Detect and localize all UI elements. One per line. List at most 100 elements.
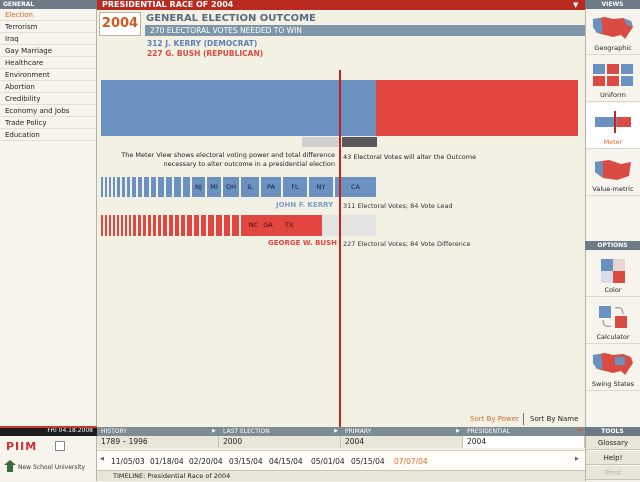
timeline-tab-history[interactable]: HISTORY ▶ [97, 427, 219, 436]
sidebar-item-education[interactable]: Education [0, 129, 96, 141]
sidebar-item-iraq[interactable]: Iraq [0, 33, 96, 45]
state-block-nc[interactable]: NC [247, 215, 260, 236]
timeline-tab-last-election[interactable]: LAST ELECTION ▶ [219, 427, 341, 436]
state-block[interactable] [148, 215, 151, 236]
sidebar-item-healthcare[interactable]: Healthcare [0, 57, 96, 69]
state-block[interactable] [144, 177, 149, 197]
sidebar-item-terrorism[interactable]: Terrorism [0, 21, 96, 33]
state-block[interactable] [163, 215, 167, 236]
sidebar-item-economy[interactable]: Economy and Jobs [0, 105, 96, 117]
sidebar-item-credibility[interactable]: Credibility [0, 93, 96, 105]
state-block-ca[interactable]: CA [335, 177, 376, 197]
state-block[interactable] [101, 215, 103, 236]
state-block[interactable] [122, 177, 125, 197]
print-button[interactable]: Print [586, 466, 640, 480]
state-block-oh[interactable]: OH [223, 177, 239, 197]
timeline-value-presidential[interactable]: 2004 [463, 436, 585, 448]
state-block[interactable] [174, 177, 181, 197]
timeline-date[interactable]: 03/15/04 [229, 457, 263, 466]
state-block[interactable] [224, 215, 230, 236]
state-block[interactable] [158, 177, 164, 197]
sidebar-item-election[interactable]: Election [0, 9, 96, 21]
timeline-date[interactable]: 05/15/04 [351, 457, 385, 466]
timeline-tab-label: PRESIDENTIAL [467, 428, 510, 435]
piim-checkbox[interactable] [55, 441, 65, 451]
sort-by-name-link[interactable]: Sort By Name [530, 415, 579, 423]
option-color-button[interactable]: Color [586, 251, 640, 297]
state-block[interactable] [117, 215, 119, 236]
state-block[interactable] [158, 215, 161, 236]
help-button[interactable]: Help! [586, 451, 640, 465]
view-value-metric-button[interactable]: Value-metric [586, 150, 640, 196]
timeline-value-history[interactable]: 1789 – 1996 [97, 436, 219, 448]
state-block-il[interactable]: IL [241, 177, 259, 197]
state-block[interactable] [129, 215, 131, 236]
state-block[interactable] [105, 177, 107, 197]
state-block[interactable] [113, 177, 115, 197]
timeline-value-primary[interactable]: 2004 [341, 436, 463, 448]
state-block[interactable] [241, 215, 248, 236]
state-block-pa[interactable]: PA [261, 177, 281, 197]
state-block[interactable] [132, 177, 136, 197]
meter-description: The Meter View shows electoral voting po… [121, 151, 335, 168]
state-block[interactable] [166, 177, 172, 197]
state-block[interactable] [121, 215, 123, 236]
view-geographic-button[interactable]: Geographic [586, 9, 640, 55]
timeline-date[interactable]: 02/20/04 [189, 457, 223, 466]
state-block[interactable] [187, 215, 192, 236]
option-calculator-button[interactable]: Calculator [586, 298, 640, 344]
state-block[interactable] [109, 215, 111, 236]
sidebar-item-abortion[interactable]: Abortion [0, 81, 96, 93]
sidebar-item-environment[interactable]: Environment [0, 69, 96, 81]
state-block[interactable] [138, 215, 141, 236]
timeline-date[interactable]: 05/01/04 [311, 457, 345, 466]
state-block[interactable] [133, 215, 136, 236]
state-block[interactable] [169, 215, 173, 236]
state-block[interactable] [143, 215, 146, 236]
timeline-footer-label: TIMELINE: [113, 472, 146, 480]
state-block-nj[interactable]: NJ [192, 177, 205, 197]
timeline-value-last-election[interactable]: 2000 [219, 436, 341, 448]
state-block[interactable] [105, 215, 107, 236]
sort-by-power-link[interactable]: Sort By Power [470, 415, 519, 423]
state-block[interactable] [153, 215, 156, 236]
ev-needed-banner: 270 ELECTORAL VOTES NEEDED TO WIN [145, 25, 585, 36]
state-block[interactable] [113, 215, 115, 236]
state-block[interactable] [194, 215, 199, 236]
state-block[interactable] [109, 177, 111, 197]
state-block[interactable] [125, 215, 127, 236]
state-block-ny[interactable]: NY [309, 177, 333, 197]
state-block-ga[interactable]: GA [261, 215, 275, 236]
state-block[interactable] [232, 215, 239, 236]
state-block[interactable] [183, 177, 190, 197]
title-dropdown-icon[interactable]: ▼ [573, 1, 579, 9]
view-meter-button[interactable]: Meter [586, 103, 640, 149]
timeline-tab-presidential[interactable]: PRESIDENTIAL ▼ [463, 427, 585, 436]
triangle-right-icon[interactable]: ▶ [575, 456, 579, 462]
state-block[interactable] [208, 215, 214, 236]
state-block[interactable] [181, 215, 185, 236]
glossary-button[interactable]: Glossary [586, 436, 640, 450]
state-block[interactable] [117, 177, 120, 197]
state-block-mi[interactable]: MI [207, 177, 221, 197]
view-uniform-button[interactable]: Uniform [586, 56, 640, 102]
triangle-left-icon[interactable]: ◀ [100, 456, 104, 462]
state-block[interactable] [201, 215, 206, 236]
timeline-date[interactable]: 01/18/04 [150, 457, 184, 466]
color-swatch-icon [601, 259, 625, 283]
state-block[interactable] [216, 215, 222, 236]
state-block[interactable] [127, 177, 130, 197]
state-block[interactable] [175, 215, 179, 236]
timeline-date-active[interactable]: 07/07/04 [394, 457, 428, 466]
state-block-fl[interactable]: FL [283, 177, 307, 197]
state-block[interactable] [138, 177, 142, 197]
state-block[interactable] [151, 177, 156, 197]
sidebar-item-trade-policy[interactable]: Trade Policy [0, 117, 96, 129]
sidebar-item-gay-marriage[interactable]: Gay Marriage [0, 45, 96, 57]
timeline-tab-primary[interactable]: PRIMARY ▶ [341, 427, 463, 436]
timeline-date[interactable]: 04/15/04 [269, 457, 303, 466]
option-swing-states-button[interactable]: Swing States [586, 345, 640, 391]
state-block[interactable] [101, 177, 103, 197]
state-block-tx[interactable]: TX [277, 215, 322, 236]
timeline-date[interactable]: 11/05/03 [111, 457, 145, 466]
